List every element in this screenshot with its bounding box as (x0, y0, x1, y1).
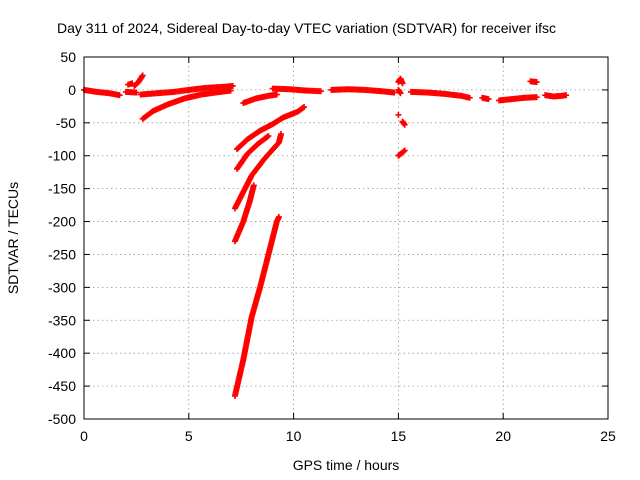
x-axis-label: GPS time / hours (293, 457, 400, 473)
x-tick-label: 10 (286, 428, 302, 444)
y-tick-label: -450 (48, 378, 76, 394)
grid-lines (84, 57, 608, 419)
x-tick-label: 25 (600, 428, 616, 444)
x-tick-label: 20 (495, 428, 511, 444)
data-point (485, 96, 492, 103)
plot-frame (83, 56, 609, 420)
x-tick-label: 5 (185, 428, 193, 444)
data-point (401, 147, 408, 154)
data-point (563, 92, 570, 99)
data-point (229, 82, 236, 89)
data-point (265, 132, 272, 139)
y-tick-label: 0 (68, 82, 76, 98)
y-tick-label: -200 (48, 214, 76, 230)
y-tick-label: -100 (48, 148, 76, 164)
data-point (227, 87, 234, 94)
x-tick-label: 0 (80, 428, 88, 444)
data-point (275, 213, 282, 220)
y-axis-label: SDTVAR / TECUs (5, 182, 21, 294)
data-point (533, 79, 540, 86)
data-point (533, 94, 540, 101)
y-tick-label: -150 (48, 181, 76, 197)
x-tick-label: 15 (391, 428, 407, 444)
data-point (391, 89, 398, 96)
y-tick-label: -50 (56, 115, 76, 131)
data-points (81, 72, 570, 399)
data-point (400, 148, 407, 155)
chart-title: Day 311 of 2024, Sidereal Day-to-day VTE… (57, 20, 556, 36)
data-point (250, 182, 257, 189)
y-tick-label: -500 (48, 411, 76, 427)
data-point (116, 92, 123, 99)
data-point (317, 88, 324, 95)
data-point (264, 133, 271, 140)
data-point (399, 80, 406, 87)
data-point (397, 90, 404, 97)
tick-labels: 0 5 10 15 20 25 50 0 -50 -100 -150 -200 -250 -300 -350… (48, 49, 616, 444)
data-point (395, 111, 402, 118)
data-point (301, 104, 308, 111)
y-tick-label: -400 (48, 345, 76, 361)
data-point (133, 89, 140, 96)
y-tick-label: -250 (48, 246, 76, 262)
data-point (273, 91, 280, 98)
axis-ticks (83, 56, 609, 420)
data-point (466, 94, 473, 101)
data-point (278, 131, 285, 138)
y-tick-label: -350 (48, 312, 76, 328)
data-point (401, 121, 408, 128)
data-point (139, 72, 146, 79)
y-tick-label: -300 (48, 279, 76, 295)
y-tick-label: 50 (60, 49, 76, 65)
